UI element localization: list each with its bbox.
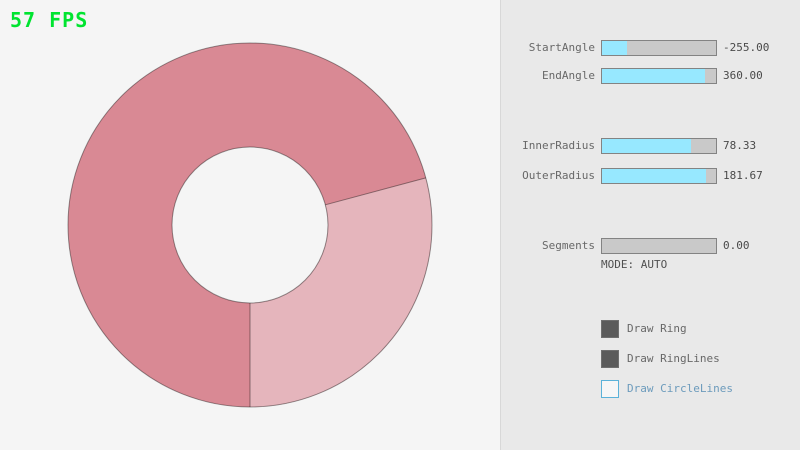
slider-row-segments: Segments 0.00 bbox=[501, 238, 800, 254]
outerradius-slider[interactable] bbox=[601, 168, 717, 184]
innerradius-slider-fill bbox=[602, 139, 692, 153]
endangle-label: EndAngle bbox=[542, 69, 595, 82]
ring-outline-outer bbox=[67, 42, 433, 408]
endangle-slider-fill bbox=[602, 69, 705, 83]
endangle-value: 360.00 bbox=[723, 69, 763, 82]
startangle-label: StartAngle bbox=[528, 41, 595, 54]
outerradius-label: OuterRadius bbox=[522, 169, 595, 182]
segments-slider[interactable] bbox=[601, 238, 717, 254]
startangle-value: -255.00 bbox=[723, 41, 770, 54]
ring-overlap-sector bbox=[250, 177, 432, 407]
draw-ring-checkbox-label: Draw Ring bbox=[627, 322, 687, 335]
slider-row-startangle: StartAngle -255.00 bbox=[501, 40, 800, 56]
endangle-slider[interactable] bbox=[601, 68, 717, 84]
ring-line-start bbox=[325, 177, 426, 206]
outerradius-value: 181.67 bbox=[723, 169, 763, 182]
segments-mode-text: MODE: AUTO bbox=[601, 258, 668, 271]
ring-outline-inner bbox=[171, 146, 329, 304]
draw-circlelines-checkbox-box[interactable] bbox=[601, 380, 619, 398]
outerradius-slider-fill bbox=[602, 169, 706, 183]
draw-ring-checkbox-box[interactable] bbox=[601, 320, 619, 338]
segments-value: 0.00 bbox=[723, 239, 750, 252]
innerradius-label: InnerRadius bbox=[522, 139, 595, 152]
control-panel: StartAngle -255.00 EndAngle 360.00 Inner… bbox=[500, 0, 800, 450]
innerradius-slider[interactable] bbox=[601, 138, 717, 154]
draw-circlelines-checkbox-label: Draw CircleLines bbox=[627, 382, 733, 395]
slider-row-innerradius: InnerRadius 78.33 bbox=[501, 138, 800, 154]
innerradius-value: 78.33 bbox=[723, 139, 757, 152]
segments-label: Segments bbox=[542, 239, 595, 252]
startangle-slider[interactable] bbox=[601, 40, 717, 56]
draw-ringlines-checkbox-box[interactable] bbox=[601, 350, 619, 368]
startangle-slider-fill bbox=[602, 41, 627, 55]
slider-row-outerradius: OuterRadius 181.67 bbox=[501, 168, 800, 184]
slider-row-endangle: EndAngle 360.00 bbox=[501, 68, 800, 84]
draw-ringlines-checkbox-label: Draw RingLines bbox=[627, 352, 720, 365]
fps-counter: 57 FPS bbox=[10, 8, 89, 32]
